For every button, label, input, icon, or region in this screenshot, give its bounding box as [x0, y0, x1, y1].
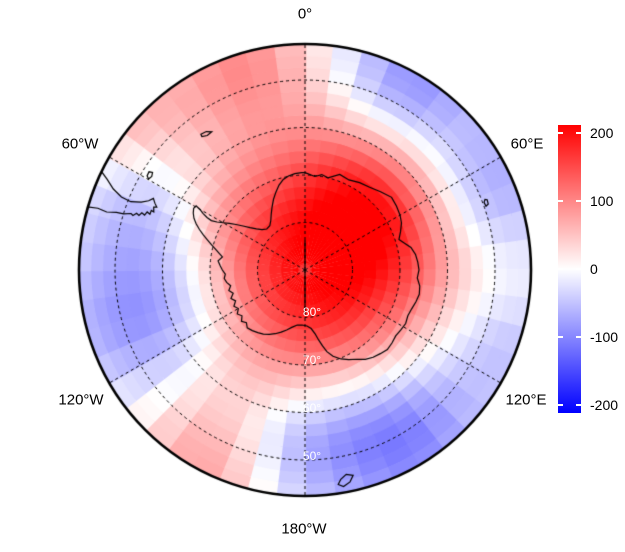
colorbar-tick-mark	[576, 336, 581, 338]
latitude-label-60: 60°	[302, 401, 322, 415]
colorbar-gradient	[558, 125, 581, 413]
meridian-label-120e: 120°E	[505, 391, 547, 409]
colorbar-tick-label: -100	[590, 329, 619, 345]
colorbar-tick-label: 200	[590, 125, 614, 141]
colorbar-tick-mark	[576, 404, 581, 406]
meridian-label-60e: 60°E	[510, 135, 544, 153]
colorbar-tick-label: 100	[590, 193, 614, 209]
colorbar-tick-label: 0	[590, 261, 598, 277]
colorbar-tick-mark	[558, 404, 563, 406]
colorbar-tick-mark	[576, 268, 581, 270]
colorbar-tick-mark	[558, 132, 563, 134]
colorbar-tick-mark	[558, 336, 563, 338]
latitude-label-50: 50°	[302, 449, 322, 463]
meridian-label-120w: 120°W	[58, 391, 104, 409]
colorbar-tick-mark	[576, 132, 581, 134]
colorbar: 200 100 0 -100 -200	[558, 125, 625, 413]
meridian-label-180w: 180°W	[281, 520, 327, 538]
latitude-label-80: 80°	[302, 305, 322, 319]
colorbar-tick-mark	[558, 200, 563, 202]
meridian-label-60w: 60°W	[61, 135, 99, 153]
latitude-label-70: 70°	[302, 353, 322, 367]
colorbar-tick-mark	[576, 200, 581, 202]
colorbar-tick-mark	[558, 268, 563, 270]
colorbar-tick-label: -200	[590, 397, 619, 413]
meridian-label-0: 0°	[297, 5, 313, 23]
